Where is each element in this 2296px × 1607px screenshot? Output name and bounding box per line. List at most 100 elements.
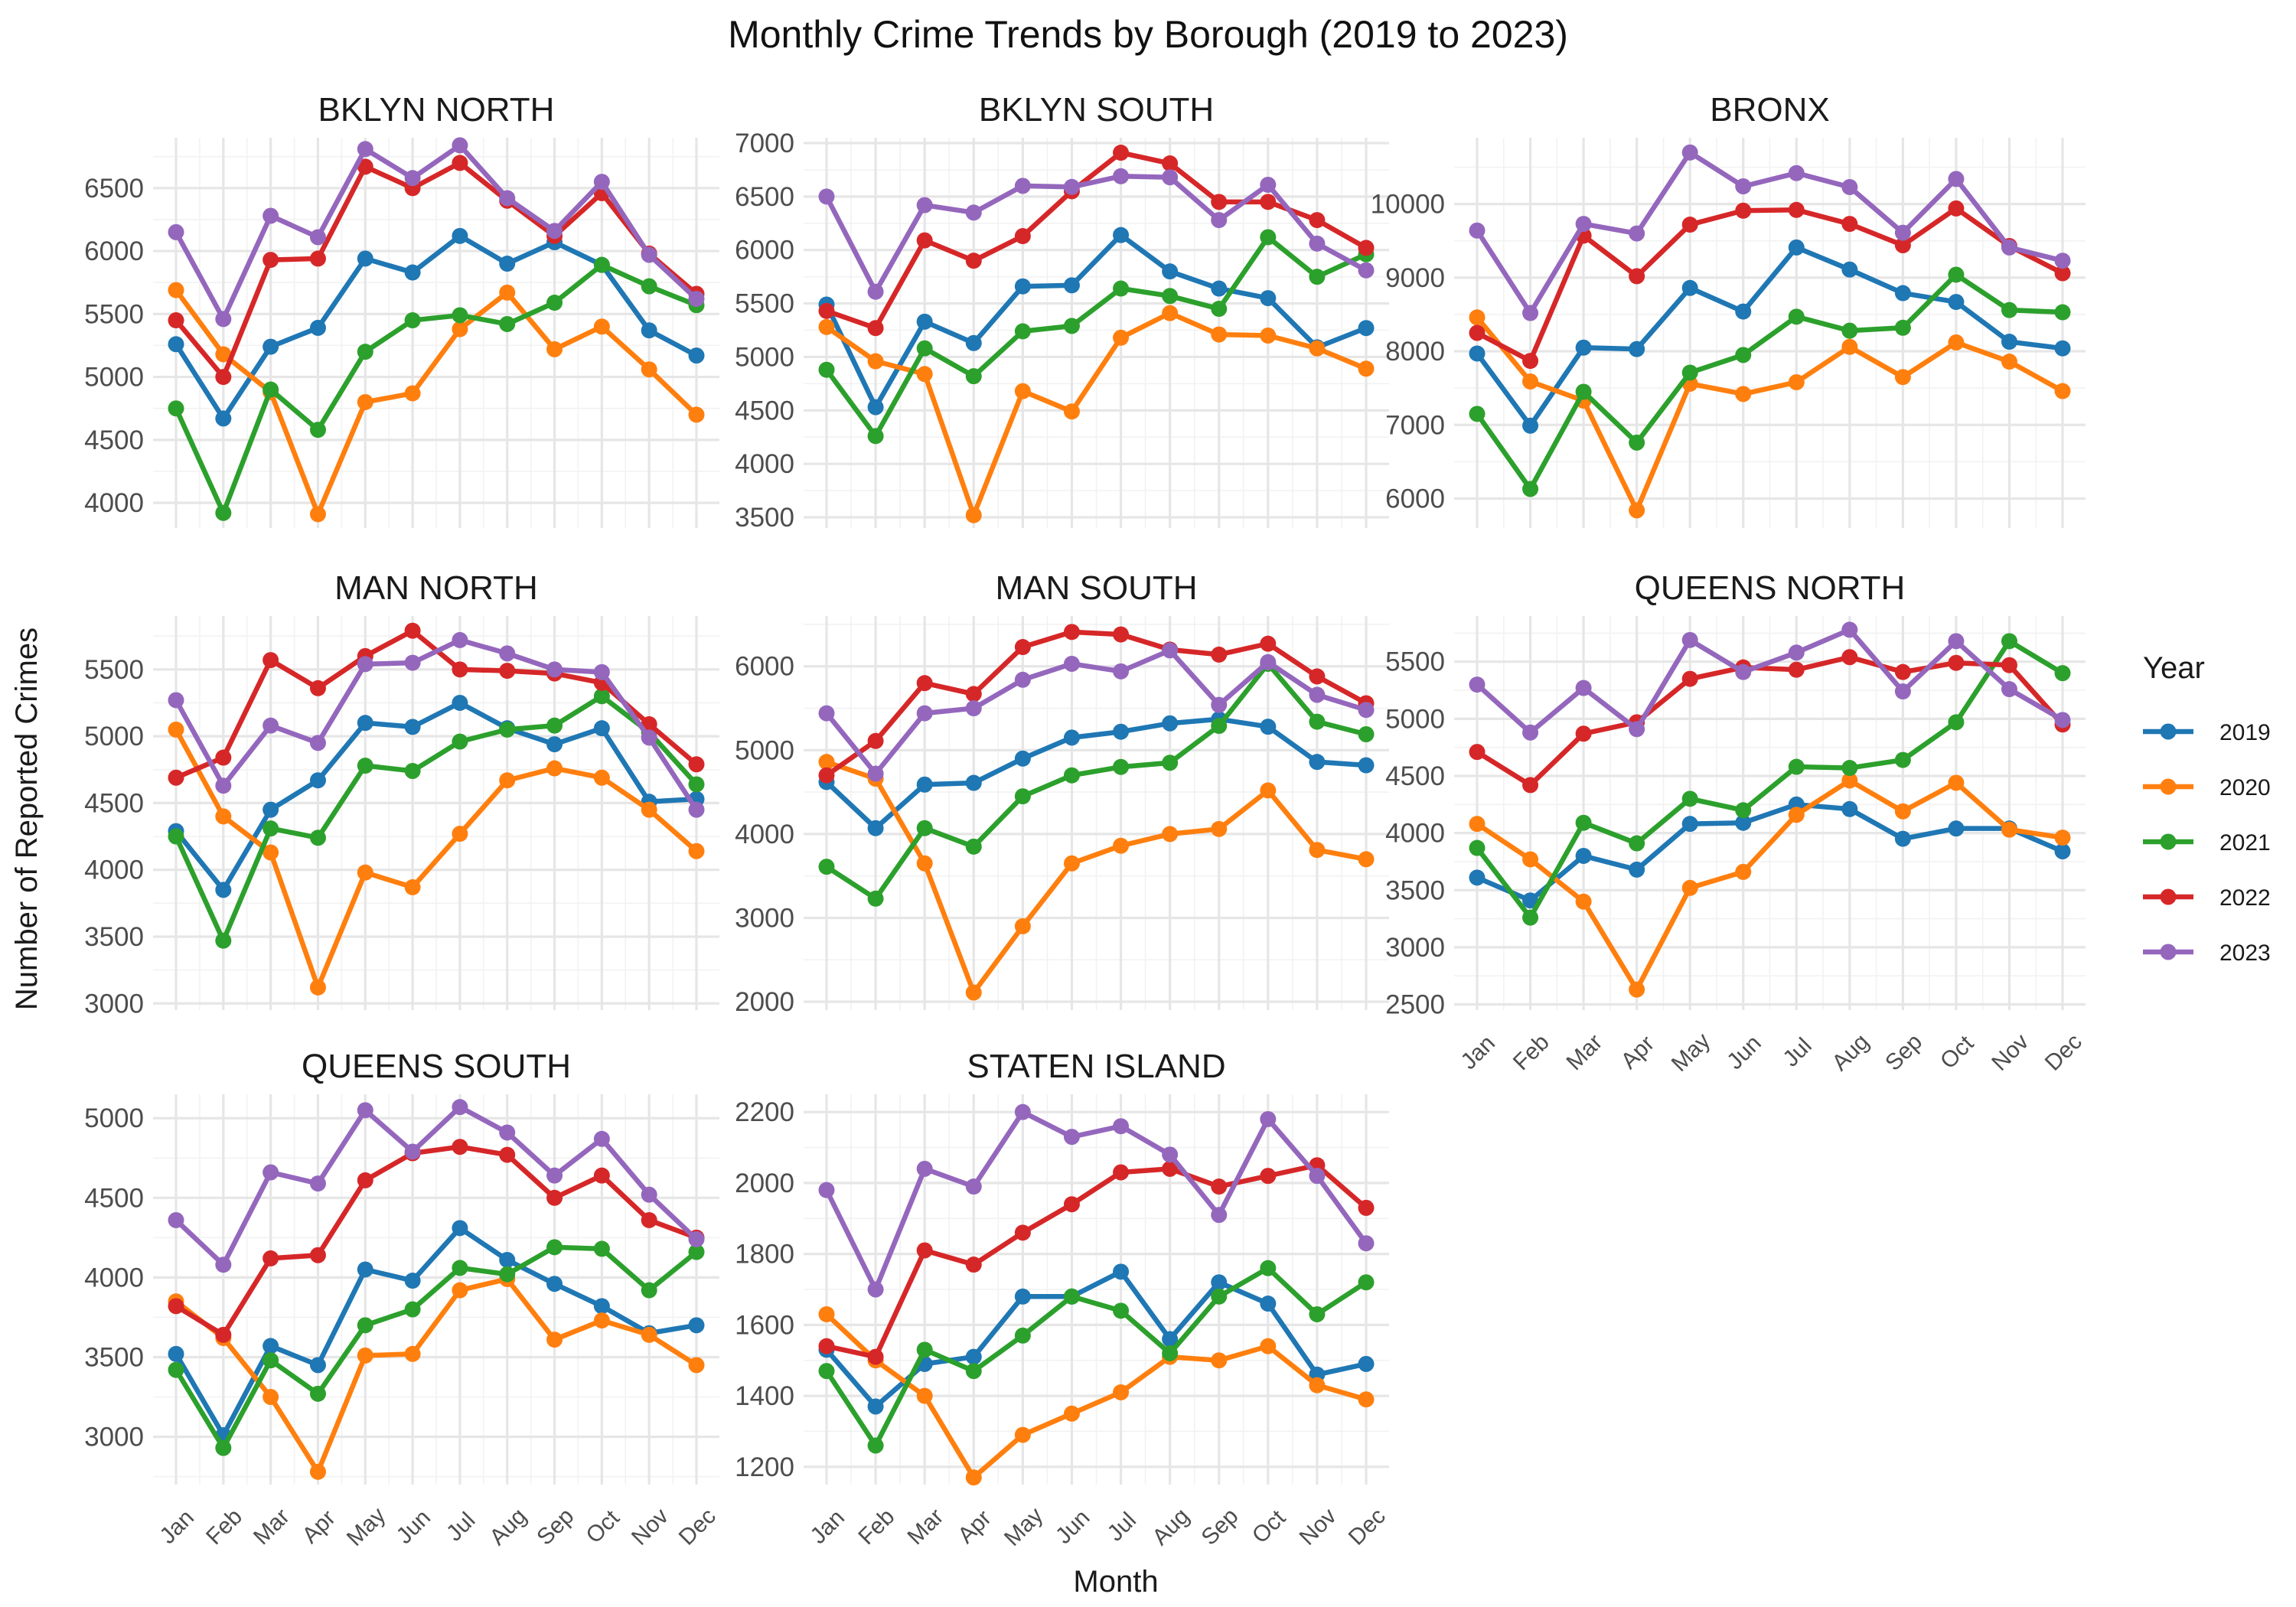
- data-point-2020-dec: [688, 843, 705, 859]
- x-tick-label: Dec: [674, 1504, 721, 1550]
- data-point-2020-jul: [1113, 1384, 1130, 1400]
- data-point-2020-oct: [593, 769, 610, 786]
- series-line-2021: [823, 234, 1369, 439]
- panel-title: BRONX: [1710, 91, 1829, 129]
- data-point-2023-oct: [1948, 171, 1965, 187]
- data-point-2019-apr: [309, 1357, 326, 1374]
- data-point-2019-oct: [1948, 820, 1965, 837]
- panel-title: MAN SOUTH: [996, 569, 1198, 607]
- data-point-2019-apr: [965, 1348, 982, 1365]
- data-point-2022-jun: [1063, 624, 1080, 641]
- series-line-2019: [823, 716, 1369, 831]
- data-point-2023-mar: [916, 705, 933, 722]
- data-point-2023-jun: [404, 170, 421, 187]
- data-point-2022-oct: [1948, 654, 1965, 671]
- y-tick-label: 5000: [84, 722, 144, 751]
- data-point-2020-mar: [263, 1389, 279, 1406]
- series-line-2022: [1474, 654, 2066, 788]
- data-point-2023-dec: [1358, 702, 1375, 719]
- data-point-2020-sep: [546, 341, 563, 357]
- data-point-2022-sep: [1894, 236, 1911, 253]
- x-tick-label: Sep: [1196, 1504, 1243, 1550]
- data-point-2020-sep: [546, 1332, 563, 1348]
- panel-title: MAN NORTH: [334, 569, 538, 607]
- legend-swatch-point: [2160, 833, 2177, 850]
- data-point-2023-feb: [1522, 724, 1539, 741]
- data-point-2021-mar: [263, 381, 279, 398]
- x-tick-label: Aug: [1147, 1504, 1194, 1550]
- data-point-2021-jan: [1469, 406, 1486, 422]
- data-point-2022-jan: [168, 769, 184, 786]
- data-point-2019-dec: [688, 347, 705, 364]
- data-point-2021-may: [357, 1317, 373, 1334]
- data-point-2023-feb: [867, 765, 884, 782]
- data-point-2020-may: [1014, 1426, 1031, 1443]
- data-point-2020-apr: [309, 979, 326, 996]
- series-line-2019: [823, 232, 1369, 410]
- data-point-2020-mar: [916, 1387, 933, 1404]
- data-point-2019-mar: [263, 1338, 279, 1354]
- data-point-2020-nov: [2001, 354, 2017, 370]
- data-point-2020-feb: [215, 808, 232, 825]
- x-tick-label: Mar: [903, 1504, 949, 1550]
- data-point-2020-aug: [499, 284, 516, 301]
- data-point-2020-jun: [1735, 386, 1752, 403]
- data-point-2022-may: [357, 1172, 373, 1188]
- data-point-2021-aug: [499, 721, 516, 738]
- y-tick-label: 6000: [735, 236, 794, 266]
- data-point-2019-dec: [1358, 320, 1375, 337]
- data-point-2022-nov: [2001, 657, 2017, 673]
- data-point-2023-may: [1014, 671, 1031, 688]
- series-line-2020: [173, 1276, 700, 1475]
- series-line-2023: [1474, 627, 2066, 735]
- data-point-2023-jun: [404, 654, 421, 671]
- data-point-2023-dec: [2054, 712, 2071, 729]
- data-point-2021-apr: [1629, 835, 1645, 852]
- data-point-2022-aug: [1162, 155, 1179, 172]
- data-point-2019-oct: [593, 1298, 610, 1315]
- data-point-2019-jun: [404, 264, 421, 281]
- data-point-2021-feb: [215, 932, 232, 949]
- data-point-2019-jun: [1735, 303, 1752, 320]
- x-tick-label: Jul: [442, 1508, 480, 1546]
- data-point-2019-aug: [499, 256, 516, 272]
- data-point-2023-jul: [452, 137, 468, 154]
- data-point-2021-sep: [1894, 319, 1911, 336]
- legend-label: 2023: [2219, 940, 2271, 966]
- data-point-2020-feb: [1522, 373, 1539, 390]
- y-tick-label: 1400: [735, 1381, 794, 1411]
- y-tick-label: 5500: [1385, 647, 1445, 677]
- data-point-2020-jun: [404, 1345, 421, 1362]
- data-point-2020-sep: [1211, 326, 1228, 343]
- data-point-2021-aug: [1841, 760, 1858, 777]
- data-point-2021-apr: [965, 838, 982, 855]
- data-point-2020-sep: [1211, 820, 1228, 837]
- data-point-2019-apr: [965, 774, 982, 791]
- data-point-2019-may: [357, 715, 373, 732]
- data-point-2020-jun: [404, 878, 421, 895]
- data-point-2022-jan: [818, 302, 835, 319]
- data-point-2022-feb: [1522, 353, 1539, 370]
- data-point-2021-aug: [1162, 755, 1179, 771]
- data-point-2022-aug: [499, 1146, 516, 1163]
- data-point-2022-feb: [1522, 777, 1539, 794]
- y-tick-label: 2000: [735, 1169, 794, 1198]
- data-point-2021-may: [1014, 323, 1031, 340]
- data-point-2019-jan: [1469, 345, 1486, 362]
- data-point-2022-jul: [452, 155, 468, 171]
- data-point-2022-may: [1014, 1224, 1031, 1241]
- data-point-2019-jun: [1063, 729, 1080, 746]
- data-point-2019-apr: [309, 772, 326, 789]
- data-point-2021-apr: [965, 1363, 982, 1380]
- panel-man-south: 2000 3000 4000 5000 6000 MAN SOUTH: [735, 569, 1389, 1017]
- series-line-2022: [823, 1162, 1369, 1360]
- data-point-2019-aug: [1162, 1331, 1179, 1348]
- data-point-2019-jul: [452, 1220, 468, 1237]
- data-point-2021-oct: [593, 688, 610, 705]
- data-point-2020-nov: [1309, 1377, 1326, 1393]
- data-point-2021-nov: [1309, 713, 1326, 730]
- data-point-2023-mar: [263, 207, 279, 224]
- data-point-2023-apr: [309, 229, 326, 246]
- data-point-2021-jun: [404, 312, 421, 329]
- data-point-2022-jan: [1469, 744, 1486, 761]
